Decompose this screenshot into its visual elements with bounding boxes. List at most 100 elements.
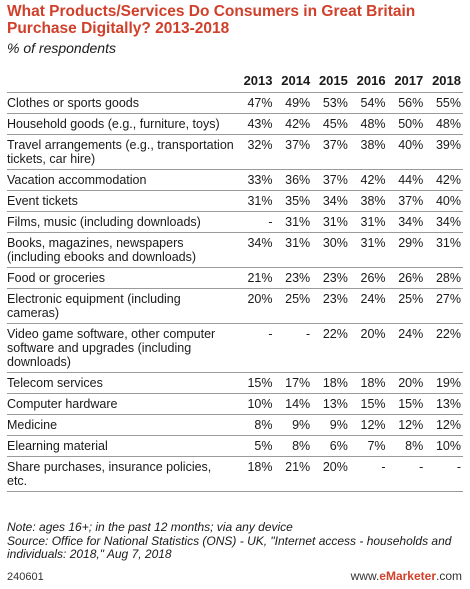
table-cell: 21% [236, 267, 275, 289]
category-header [7, 72, 237, 93]
table-cell: - [274, 323, 313, 373]
table-cell: 37% [387, 190, 426, 212]
table-cell: 26% [349, 267, 388, 289]
table-cell: - [236, 211, 275, 233]
year-header: 2016 [356, 72, 386, 88]
row-label: Elearning material [7, 435, 237, 457]
chart-subtitle: % of respondents [7, 40, 116, 56]
table-cell: 24% [349, 288, 388, 324]
table-cell: 20% [312, 456, 350, 492]
row-label: Medicine [7, 414, 237, 436]
table-cell: 26% [387, 267, 426, 289]
header-row: 2013 2014 2015 2016 2017 2018 [7, 72, 463, 93]
table-cell: 40% [425, 190, 463, 212]
table-row: Books, magazines, newspapers (including … [7, 232, 463, 268]
table-cell: 9% [312, 414, 350, 436]
chart-title: What Products/Services Do Consumers in G… [7, 3, 416, 37]
table-cell: 28% [425, 267, 463, 289]
table-cell: 20% [387, 372, 426, 394]
table-cell: 31% [349, 211, 388, 233]
table-cell: 15% [349, 393, 388, 415]
table-cell: - [387, 456, 426, 492]
table-cell: 31% [274, 232, 313, 268]
table-cell: 6% [312, 435, 350, 457]
table-row: Household goods (e.g., furniture, toys) 4… [7, 113, 463, 135]
table-cell: 20% [349, 323, 388, 373]
table-row: Computer hardware 10% 14% 13% 15% 15% 13% [7, 393, 463, 415]
table-cell: 31% [312, 211, 350, 233]
table-cell: 54% [349, 92, 388, 114]
table-cell: 19% [425, 372, 463, 394]
table-cell: 53% [312, 92, 350, 114]
table-row: Clothes or sports goods 47% 49% 53% 54% 56% 55… [7, 92, 463, 114]
table-cell: 14% [274, 393, 313, 415]
year-header: 2017 [394, 72, 424, 88]
table-cell: 17% [274, 372, 313, 394]
year-header: 2014 [281, 72, 311, 88]
table-cell: 33% [236, 169, 275, 191]
table-row: Share purchases, insurance policies, etc… [7, 456, 463, 492]
table-row: Travel arrangements (e.g., transportatio… [7, 134, 463, 170]
table-cell: 43% [236, 113, 275, 135]
row-label: Telecom services [7, 372, 237, 394]
table-row: Medicine 8% 9% 9% 12% 12% 12% [7, 414, 463, 436]
table-cell: 29% [387, 232, 426, 268]
table-cell: 8% [387, 435, 426, 457]
table-cell: 22% [425, 323, 463, 373]
row-label: Electronic equipment (including cameras) [7, 288, 237, 324]
table-cell: 38% [349, 134, 388, 170]
table-cell: 42% [425, 169, 463, 191]
table-body: Clothes or sports goods 47% 49% 53% 54% 56% 55… [7, 92, 463, 492]
table-row: Vacation accommodation 33% 36% 37% 42% 44% 42% [7, 169, 463, 191]
table-cell: 18% [349, 372, 388, 394]
table-cell: 23% [312, 267, 350, 289]
table-cell: 44% [387, 169, 426, 191]
table-cell: 7% [349, 435, 388, 457]
table-cell: 15% [387, 393, 426, 415]
data-table: 2013 2014 2015 2016 2017 2018 Clothes or… [7, 72, 463, 492]
note-text: Note: ages 16+; in the past 12 months; v… [7, 520, 293, 534]
brand-name: eMarketer [379, 569, 436, 583]
table-row: Elearning material 5% 8% 6% 7% 8% 10% [7, 435, 463, 457]
table-row: Electronic equipment (including cameras)… [7, 288, 463, 324]
table-cell: 30% [312, 232, 350, 268]
table-cell: 18% [236, 456, 275, 492]
table-cell: 13% [425, 393, 463, 415]
row-label: Food or groceries [7, 267, 237, 289]
row-label: Films, music (including downloads) [7, 211, 237, 233]
brand-prefix: www. [350, 569, 380, 583]
table-cell: 25% [274, 288, 313, 324]
year-header: 2015 [318, 72, 348, 88]
table-cell: 37% [312, 134, 350, 170]
table-cell: 37% [312, 169, 350, 191]
table-cell: 12% [349, 414, 388, 436]
table-cell: 34% [387, 211, 426, 233]
table-cell: 50% [387, 113, 426, 135]
table-cell: 23% [312, 288, 350, 324]
table-cell: - [349, 456, 388, 492]
table-cell: 31% [425, 232, 463, 268]
table-cell: 37% [274, 134, 313, 170]
row-label: Household goods (e.g., furniture, toys) [7, 113, 237, 135]
table-row: Event tickets 31% 35% 34% 38% 37% 40% [7, 190, 463, 212]
brand-suffix: .com [435, 569, 462, 583]
table-row: Telecom services 15% 17% 18% 18% 20% 19% [7, 372, 463, 394]
table-cell: 25% [387, 288, 426, 324]
table-cell: 34% [236, 232, 275, 268]
footnote: Note: ages 16+; in the past 12 months; v… [7, 520, 457, 562]
table-cell: 18% [312, 372, 350, 394]
table-cell: 55% [425, 92, 463, 114]
row-label: Vacation accommodation [7, 169, 237, 191]
row-label: Computer hardware [7, 393, 237, 415]
table-cell: 31% [236, 190, 275, 212]
table-cell: 15% [236, 372, 275, 394]
brand-link[interactable]: www.eMarketer.com [351, 569, 462, 583]
row-label: Clothes or sports goods [7, 92, 237, 114]
table-cell: 47% [236, 92, 275, 114]
table-cell: 10% [425, 435, 463, 457]
table-cell: 31% [274, 211, 313, 233]
table-cell: 23% [274, 267, 313, 289]
table-cell: 32% [236, 134, 275, 170]
table-cell: 27% [425, 288, 463, 324]
row-label: Share purchases, insurance policies, etc… [7, 456, 237, 492]
